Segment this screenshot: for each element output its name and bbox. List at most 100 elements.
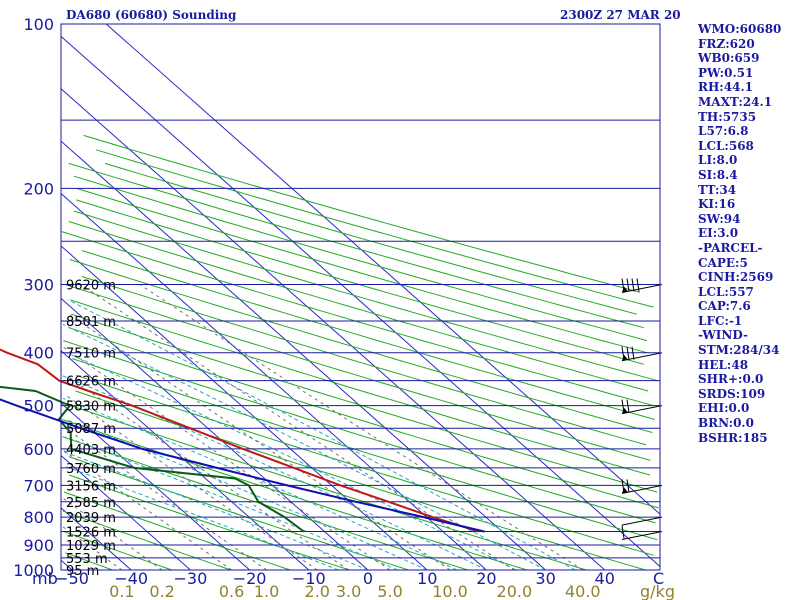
profile-layer <box>0 348 486 533</box>
temperature-point <box>37 363 39 366</box>
dry-adiabat-line <box>68 162 644 329</box>
pressure-tick-label: 200 <box>23 179 54 198</box>
parcel-point <box>15 404 18 407</box>
pressure-tick-label: 300 <box>23 276 54 295</box>
dry-adiabat-line <box>62 419 528 571</box>
stat-item: L57:6.8 <box>698 124 749 139</box>
parcel-point <box>355 501 357 503</box>
temperature-point <box>189 427 191 430</box>
stat-item: -WIND- <box>698 328 748 343</box>
temperature-tick-label: 20 <box>476 569 496 588</box>
wind-barb-flag <box>631 346 635 360</box>
wind-barb-pennant <box>622 354 628 361</box>
wind-barb-flag <box>626 479 630 493</box>
dry-adiabat-line <box>73 210 658 382</box>
dry-adiabat-line <box>68 456 409 571</box>
isotherm-line <box>60 559 73 571</box>
stat-item: LI:8.0 <box>698 153 738 168</box>
temperature-tick-label: −20 <box>233 569 267 588</box>
mixing-ratio-tick-label: 1.0 <box>254 582 279 600</box>
wind-barb <box>621 346 663 362</box>
pressure-tick-label: 500 <box>23 397 54 416</box>
moist-adiabat-line <box>61 374 487 571</box>
temperature-profile <box>0 348 479 533</box>
stat-item: RH:44.1 <box>698 80 753 95</box>
dry-adiabat-line <box>69 259 653 433</box>
temperature-tick-label: −50 <box>55 569 89 588</box>
stat-item: SRDS:109 <box>698 386 766 401</box>
temperature-tick-label: −10 <box>292 569 326 588</box>
sounding-time: 2300Z 27 MAR 20 <box>560 8 681 22</box>
pressure-unit-label: mb <box>32 569 58 588</box>
stat-item: SI:8.4 <box>698 167 738 182</box>
isotherm-line <box>60 35 661 567</box>
wind-barb-pennant <box>622 286 628 293</box>
temperature-tick-label: −30 <box>174 569 208 588</box>
stat-item: LCL:568 <box>698 138 754 153</box>
stat-item: MAXT:24.1 <box>698 94 773 109</box>
moist-adiabat-line <box>65 436 398 571</box>
stat-item: HEL:48 <box>698 357 749 372</box>
wind-barb-staff <box>621 516 663 526</box>
stat-item: STM:284/34 <box>698 343 780 358</box>
stat-item: EI:3.0 <box>698 226 739 241</box>
temperature-point <box>431 516 434 518</box>
wind-barb <box>621 525 663 540</box>
pressure-tick-label: 900 <box>23 536 54 555</box>
dry-adiabat-line <box>81 276 647 446</box>
stat-item: PW:0.51 <box>698 65 754 80</box>
station-title: DA680 (60680) Sounding <box>66 8 237 22</box>
isotherm-line <box>60 245 428 571</box>
dewpoint-point <box>283 516 286 518</box>
wind-barb-flag <box>631 278 635 292</box>
isotherm-line <box>60 455 191 571</box>
mixing-ratio-tick-label: 0.6 <box>219 582 244 600</box>
temperature-point <box>387 501 390 503</box>
dry-adiabat-line <box>73 175 648 342</box>
temperature-point <box>131 404 133 407</box>
wind-barb-flag <box>636 278 640 292</box>
stat-item: CINH:2569 <box>698 270 774 285</box>
dewpoint-point <box>69 404 71 407</box>
moist-adiabat-line <box>67 299 576 571</box>
parcel-point <box>216 467 218 469</box>
pressure-tick-label: 700 <box>23 476 54 495</box>
moist-adiabat-line <box>62 397 458 571</box>
height-label: 2585 m <box>66 496 116 511</box>
mixing-ratio-tick-label: 40.0 <box>565 582 601 600</box>
height-label: 8501 m <box>66 315 116 330</box>
dry-adiabat-line <box>104 162 637 315</box>
height-label: 4403 m <box>66 443 116 458</box>
wind-barb-flag <box>621 525 625 539</box>
dry-adiabat-line <box>71 313 658 493</box>
stat-item: TT:34 <box>698 182 737 197</box>
parcel-point <box>141 448 144 450</box>
parcel-point <box>422 516 425 518</box>
dry-adiabat-line <box>65 284 651 461</box>
mixing-ratio-line <box>68 313 451 571</box>
moist-adiabat-line <box>61 450 369 571</box>
dry-adiabat-line <box>64 491 291 571</box>
moist-adiabat-line <box>65 419 428 571</box>
height-label: 3156 m <box>66 479 116 494</box>
stat-item: FRZ:620 <box>698 36 755 51</box>
pressure-tick-label: 400 <box>23 344 54 363</box>
pressure-tick-label: 100 <box>23 15 54 34</box>
mixing-ratio-tick-label: 20.0 <box>497 582 533 600</box>
dewpoint-point <box>70 448 73 450</box>
dry-adiabat-line <box>76 199 645 365</box>
mixing-ratio-tick-label: 10.0 <box>432 582 468 600</box>
stat-item: SW:94 <box>698 211 741 226</box>
temperature-unit-label: C <box>653 569 664 588</box>
height-label: 95 m <box>66 564 99 579</box>
stat-item: TH:5735 <box>698 109 757 124</box>
mixing-ratio-unit-label: g/kg <box>640 582 675 600</box>
mixing-ratio-line <box>66 395 318 571</box>
dewpoint-point <box>302 530 305 533</box>
mixing-ratio-layer <box>61 284 584 571</box>
temperature-point <box>339 484 342 487</box>
dewpoint-point <box>257 501 260 503</box>
stat-item: SHR+:0.0 <box>698 372 764 387</box>
parcel-point <box>483 530 486 533</box>
